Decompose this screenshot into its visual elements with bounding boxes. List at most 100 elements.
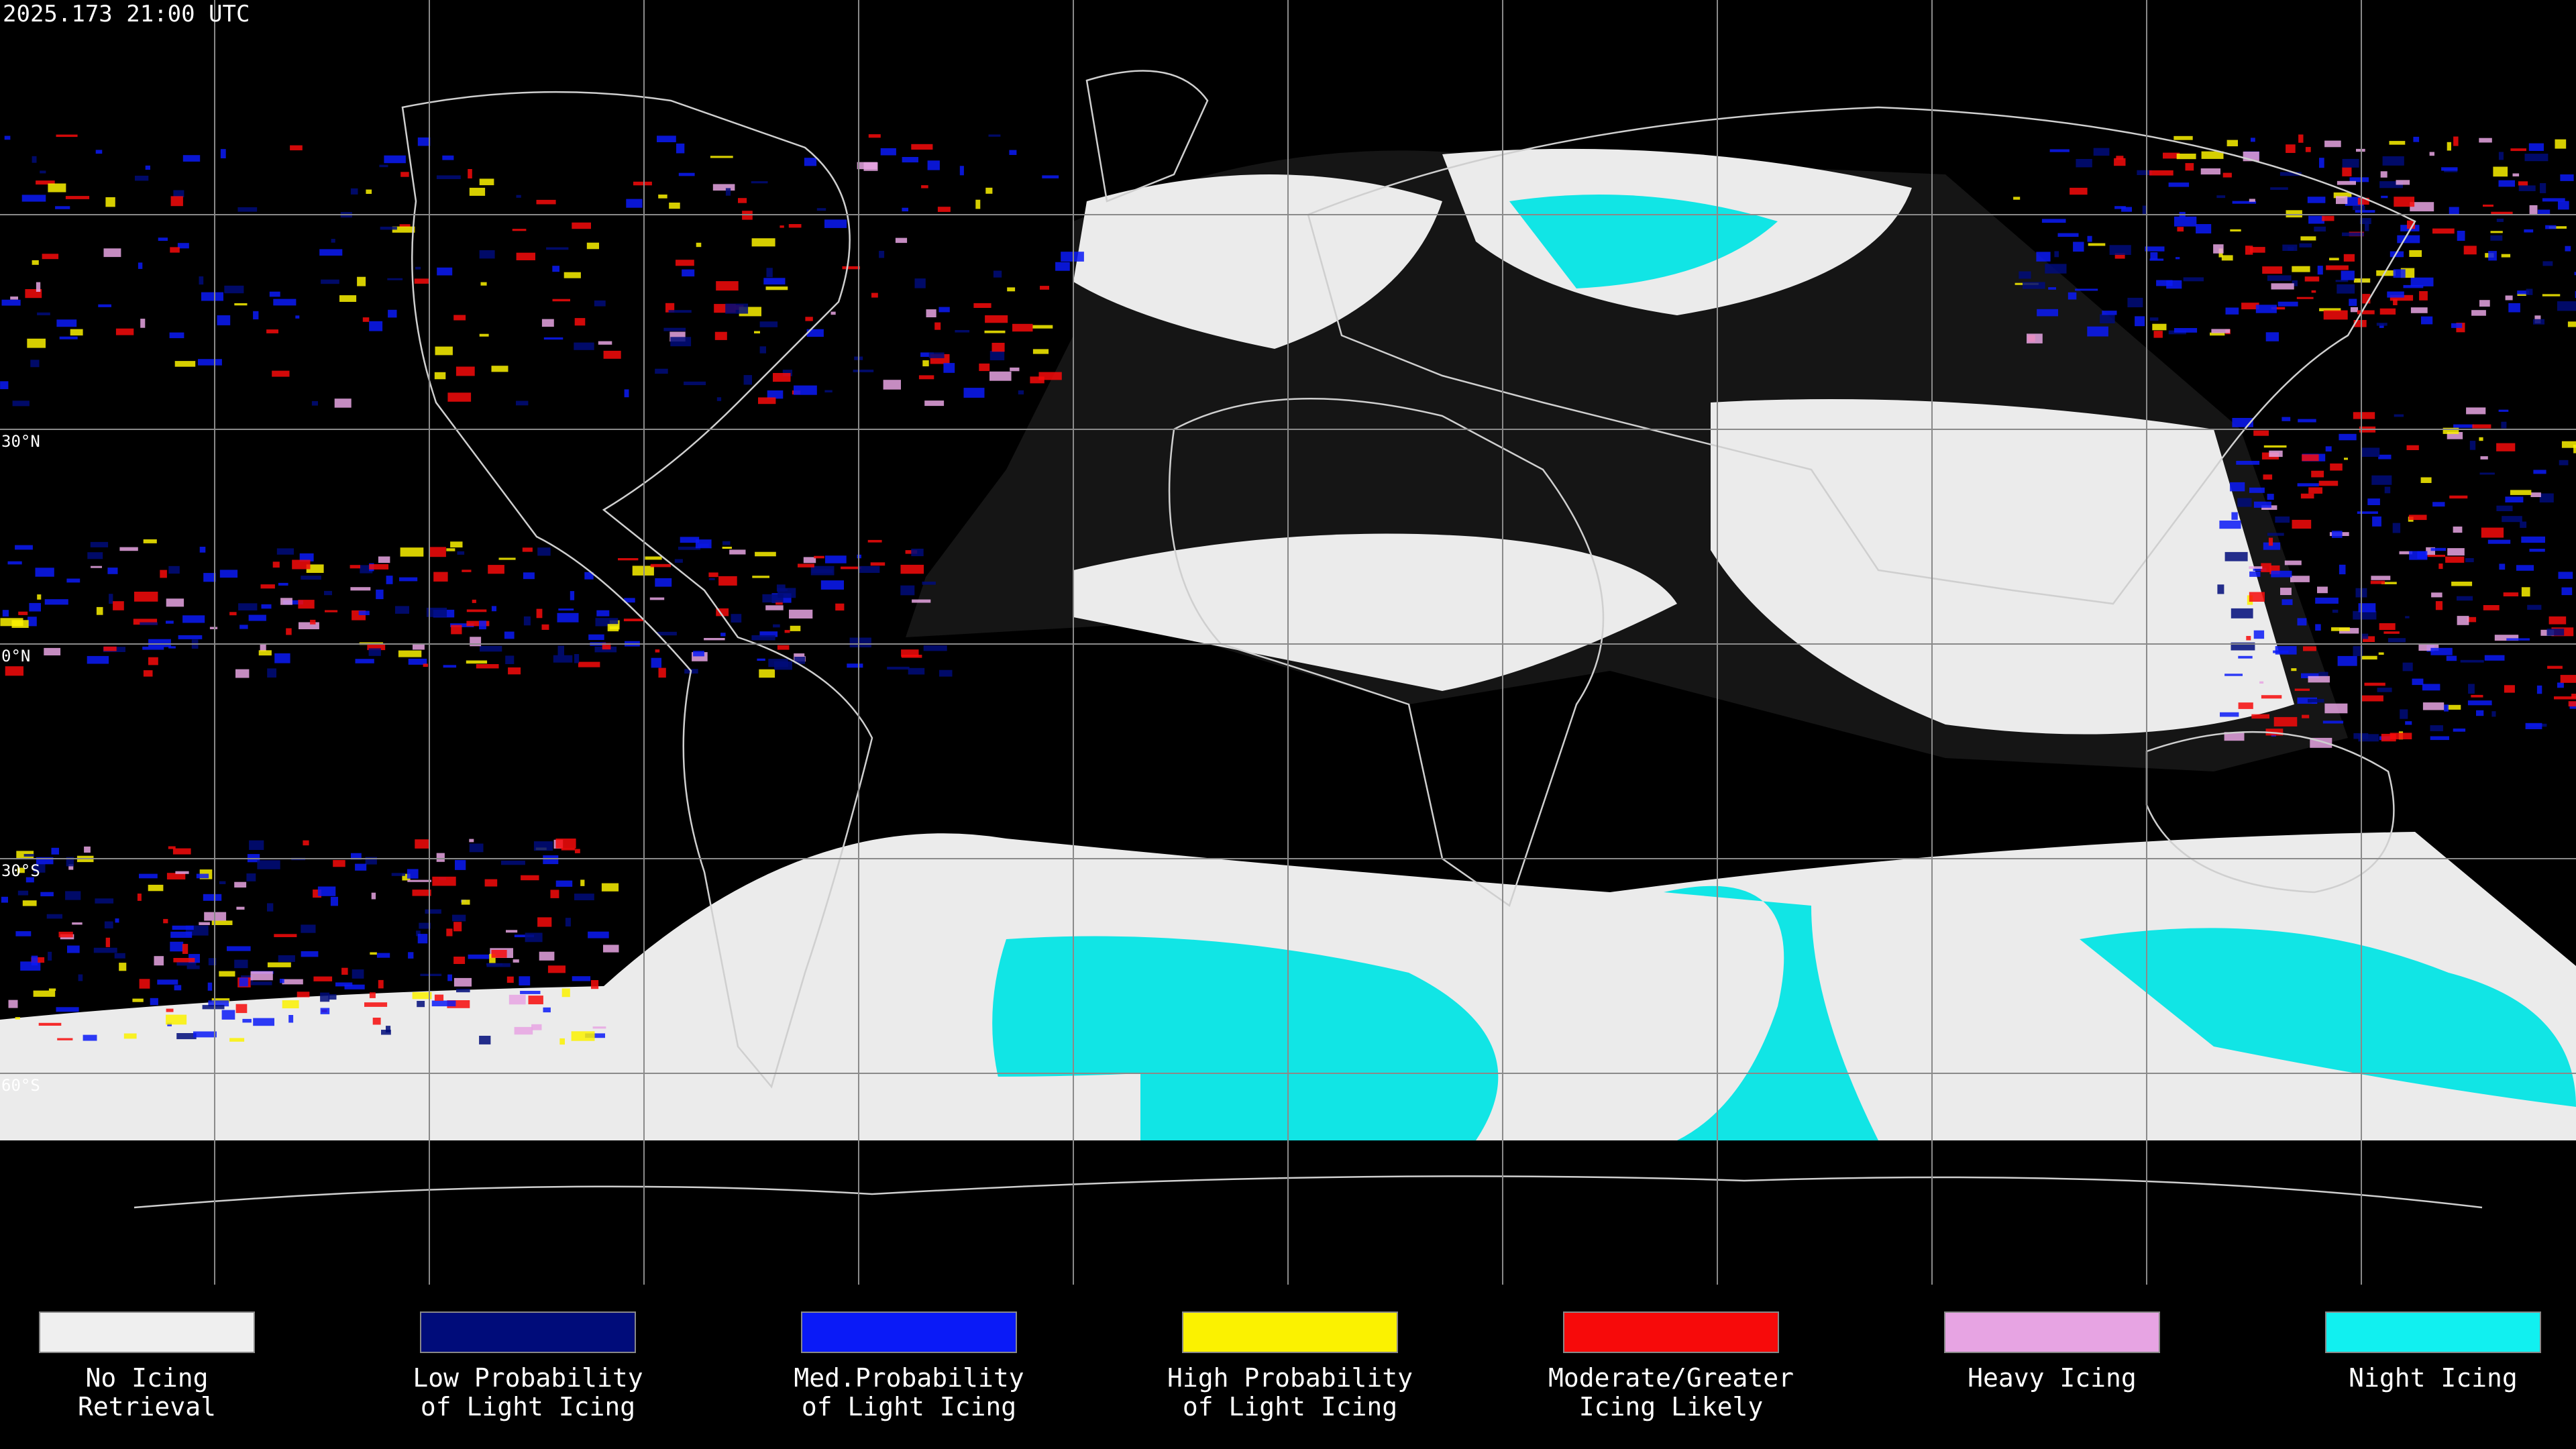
- icing-speckle: [435, 346, 453, 356]
- icing-speckle: [278, 582, 288, 586]
- icing-speckle: [759, 669, 775, 678]
- icing-speckle: [2153, 331, 2163, 338]
- icing-speckle: [794, 385, 817, 395]
- icing-speckle: [2073, 241, 2084, 252]
- icing-speckle: [565, 918, 571, 927]
- icing-speckle: [751, 238, 775, 247]
- icing-speckle: [2467, 616, 2477, 623]
- icing-speckle: [2308, 487, 2322, 494]
- icing-speckle: [924, 400, 945, 407]
- icing-speckle: [501, 860, 525, 865]
- icing-speckle: [137, 894, 142, 901]
- icing-speckle: [2297, 697, 2317, 704]
- icing-speckle: [2253, 430, 2269, 436]
- icing-speckle: [912, 599, 931, 603]
- icing-speckle: [2149, 317, 2159, 321]
- icing-speckle: [269, 291, 280, 297]
- icing-speckle: [292, 559, 311, 570]
- icing-speckle: [452, 914, 466, 922]
- icing-speckle: [402, 873, 411, 881]
- icing-speckle: [166, 598, 184, 607]
- icing-speckle: [2311, 470, 2324, 478]
- icing-speckle: [2301, 673, 2320, 678]
- icing-speckle: [887, 666, 910, 670]
- icing-speckle: [704, 638, 725, 641]
- icing-speckle: [436, 853, 445, 862]
- icing-speckle: [2267, 533, 2284, 536]
- icing-speckle: [674, 559, 683, 563]
- icing-speckle: [552, 299, 570, 302]
- icing-speckle: [447, 1000, 470, 1008]
- icing-speckle: [895, 237, 908, 244]
- icing-speckle: [48, 951, 52, 961]
- australia-outline: [2145, 731, 2395, 894]
- icing-speckle: [2323, 310, 2348, 320]
- icing-speckle: [95, 898, 114, 904]
- icing-speckle: [324, 590, 332, 596]
- icing-speckle: [624, 598, 635, 603]
- icing-speckle: [2496, 219, 2504, 222]
- icing-speckle: [603, 350, 621, 359]
- icing-speckle: [412, 890, 431, 896]
- icing-speckle: [2350, 307, 2358, 313]
- icing-speckle: [2372, 516, 2381, 527]
- icing-speckle: [2284, 560, 2302, 566]
- latitude-label: 30°S: [1, 861, 40, 880]
- icing-speckle: [2559, 460, 2569, 466]
- icing-speckle: [2542, 261, 2553, 266]
- icing-speckle: [2488, 251, 2497, 261]
- icing-speckle: [2496, 443, 2516, 451]
- icing-speckle: [2324, 703, 2348, 714]
- icing-speckle: [2127, 297, 2143, 308]
- icing-speckle: [2501, 254, 2511, 258]
- icing-speckle: [220, 149, 226, 158]
- icing-speckle: [238, 603, 258, 610]
- icing-speckle: [451, 625, 462, 635]
- icing-speckle: [143, 670, 153, 677]
- icing-speckle: [2390, 294, 2414, 301]
- icing-speckle: [239, 625, 248, 629]
- icing-speckle: [943, 363, 955, 373]
- icing-speckle: [2253, 568, 2267, 572]
- icing-speckle: [2449, 207, 2459, 215]
- icing-speckle: [37, 594, 42, 600]
- icing-speckle: [469, 187, 486, 196]
- icing-speckle: [301, 576, 321, 580]
- icing-speckle: [2342, 232, 2364, 236]
- icing-speckle: [297, 991, 310, 998]
- icing-speckle: [56, 134, 78, 138]
- icing-speckle: [2041, 219, 2066, 223]
- icing-speckle: [2286, 144, 2296, 153]
- icing-speckle: [450, 541, 463, 548]
- icing-speckle: [580, 879, 585, 886]
- icing-speckle: [2465, 558, 2474, 563]
- icing-speckle: [541, 624, 549, 630]
- icing-speckle: [2446, 655, 2457, 661]
- icing-speckle: [2540, 183, 2546, 193]
- icing-speckle: [260, 643, 266, 651]
- icing-speckle: [2286, 210, 2302, 218]
- icing-speckle: [708, 578, 715, 580]
- icing-speckle: [2325, 446, 2332, 451]
- icing-speckle: [2253, 630, 2265, 639]
- cloud-region: [1073, 533, 1677, 691]
- icing-speckle: [2261, 563, 2271, 572]
- icing-speckle: [584, 572, 594, 580]
- icing-speckle: [174, 361, 196, 367]
- icing-speckle: [572, 976, 591, 981]
- icing-speckle: [2238, 702, 2253, 709]
- icing-speckle: [2343, 254, 2355, 262]
- icing-speckle: [2116, 156, 2124, 160]
- icing-speckle: [2267, 494, 2274, 500]
- icing-speckle: [842, 266, 860, 270]
- icing-speckle: [525, 932, 543, 943]
- icing-speckle: [364, 1002, 388, 1007]
- icing-speckle: [908, 667, 925, 675]
- icing-speckle: [2390, 733, 2412, 740]
- icing-speckle: [2361, 655, 2377, 660]
- icing-speckle: [434, 994, 444, 1001]
- icing-speckle: [2568, 701, 2576, 707]
- icing-speckle: [276, 548, 294, 555]
- icing-speckle: [290, 145, 303, 151]
- icing-speckle: [2447, 548, 2465, 556]
